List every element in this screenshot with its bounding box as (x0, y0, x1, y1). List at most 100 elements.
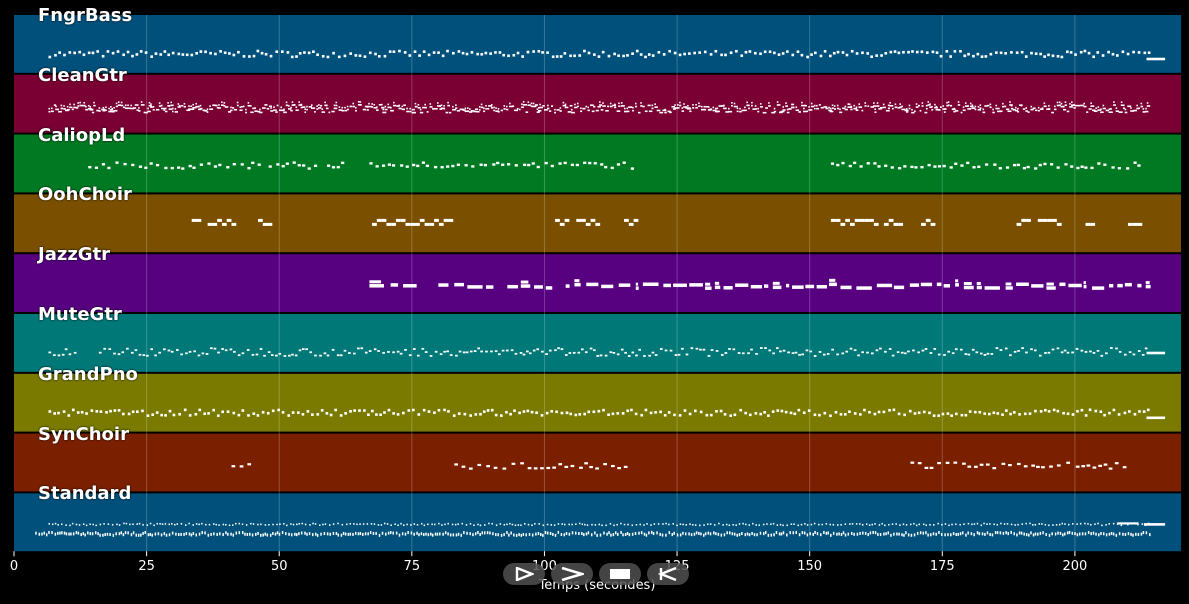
note (780, 409, 784, 413)
note (884, 524, 886, 527)
note (880, 54, 883, 57)
note (185, 352, 188, 355)
note (1034, 52, 1038, 56)
note (464, 107, 467, 110)
note (314, 354, 317, 357)
note (1108, 411, 1111, 415)
note (657, 51, 661, 54)
note (401, 105, 404, 108)
note (879, 533, 882, 537)
note (54, 532, 57, 536)
stop-button[interactable] (599, 563, 641, 585)
note (439, 108, 443, 110)
note (224, 106, 229, 108)
note (909, 283, 920, 287)
note (389, 531, 392, 535)
note (962, 109, 966, 112)
rewind-button[interactable] (647, 563, 689, 585)
note (996, 412, 1000, 415)
note (1022, 108, 1026, 110)
note (413, 108, 415, 111)
note (90, 409, 94, 412)
note (1123, 353, 1127, 356)
note (583, 412, 587, 416)
note (685, 107, 690, 109)
note (735, 524, 737, 526)
note (646, 523, 648, 525)
note (671, 533, 674, 537)
note (984, 105, 988, 107)
note (910, 165, 914, 169)
note (304, 531, 306, 535)
note (1047, 218, 1053, 222)
note (192, 166, 196, 169)
note (1061, 522, 1064, 525)
note (359, 532, 362, 536)
note (736, 533, 738, 537)
note (493, 109, 496, 112)
note (275, 111, 278, 113)
note (343, 54, 347, 58)
note (300, 106, 303, 109)
note (217, 414, 220, 417)
note (422, 408, 426, 412)
note (440, 165, 444, 169)
note (520, 284, 531, 288)
note (1031, 284, 1044, 288)
note (637, 111, 641, 114)
note (804, 523, 806, 525)
note (602, 102, 604, 104)
note (1064, 163, 1068, 166)
note (474, 108, 479, 111)
note (378, 104, 382, 106)
note (933, 348, 937, 350)
note (1086, 464, 1091, 467)
note (1105, 524, 1107, 526)
note (1083, 284, 1087, 289)
note (776, 409, 780, 412)
note (898, 532, 900, 536)
note (603, 462, 607, 466)
note (1117, 413, 1121, 416)
note (1002, 102, 1004, 105)
note (999, 110, 1003, 113)
note (509, 412, 512, 416)
note (601, 50, 605, 54)
note (506, 523, 508, 526)
note (864, 218, 870, 222)
note (642, 282, 659, 287)
note (516, 107, 519, 110)
note (901, 533, 903, 537)
note (737, 352, 741, 354)
note (1101, 524, 1103, 527)
note (917, 411, 921, 415)
note (787, 351, 790, 354)
note (547, 104, 549, 107)
note (1105, 109, 1110, 112)
note (939, 106, 942, 108)
note (158, 351, 161, 354)
note (473, 524, 475, 527)
note (1008, 463, 1012, 467)
note (709, 108, 713, 111)
note (653, 523, 656, 525)
note (883, 532, 885, 536)
note (454, 523, 457, 526)
note (1058, 523, 1061, 526)
note (1004, 347, 1008, 350)
note (940, 533, 943, 537)
note (474, 413, 478, 416)
note (338, 106, 341, 108)
note (762, 111, 767, 114)
note (695, 106, 698, 109)
fast-forward-button[interactable] (551, 563, 593, 585)
note (493, 466, 498, 469)
note (1132, 353, 1136, 356)
note (226, 410, 230, 413)
note (1123, 411, 1127, 415)
note (1012, 411, 1016, 414)
play-button[interactable] (503, 563, 545, 585)
note (818, 104, 821, 106)
note (285, 162, 289, 165)
note (932, 532, 935, 536)
